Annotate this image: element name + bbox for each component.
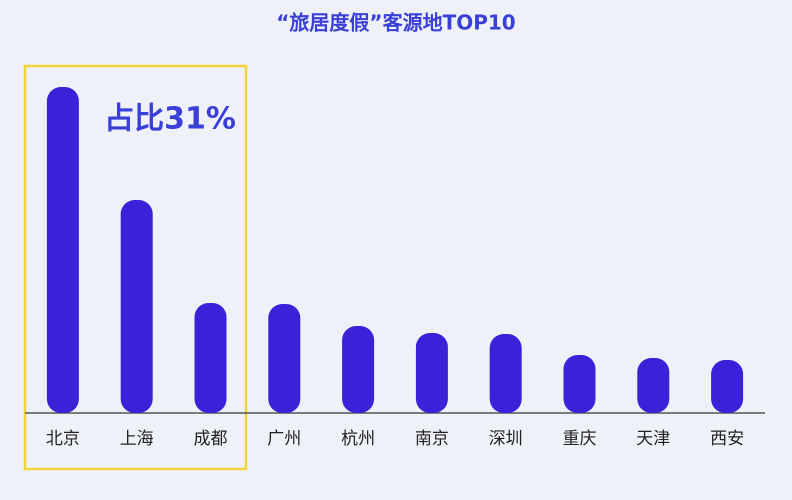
bar	[637, 358, 670, 413]
x-tick-label: 天津	[636, 429, 670, 449]
bar	[342, 326, 375, 413]
x-tick-label: 上海	[120, 429, 154, 449]
bar	[120, 200, 153, 413]
bar	[711, 360, 744, 413]
bar	[194, 303, 227, 413]
x-tick-label: 西安	[710, 429, 744, 449]
bar	[489, 334, 522, 413]
x-tick-label: 深圳	[489, 429, 523, 449]
annotation: 占比31%	[104, 102, 236, 137]
bar	[46, 87, 79, 413]
bar	[563, 355, 596, 413]
x-tick-label: 广州	[267, 429, 301, 449]
x-tick-label: 北京	[46, 429, 80, 449]
x-tick-label: 南京	[415, 429, 449, 449]
x-tick-label: 重庆	[563, 429, 597, 449]
x-tick-label: 杭州	[341, 429, 375, 449]
bar	[268, 304, 301, 413]
x-tick-label: 成都	[194, 429, 228, 449]
chart-title: “旅居度假”客源地TOP10	[276, 11, 515, 35]
highlight-box	[23, 64, 248, 471]
bar	[415, 333, 448, 413]
